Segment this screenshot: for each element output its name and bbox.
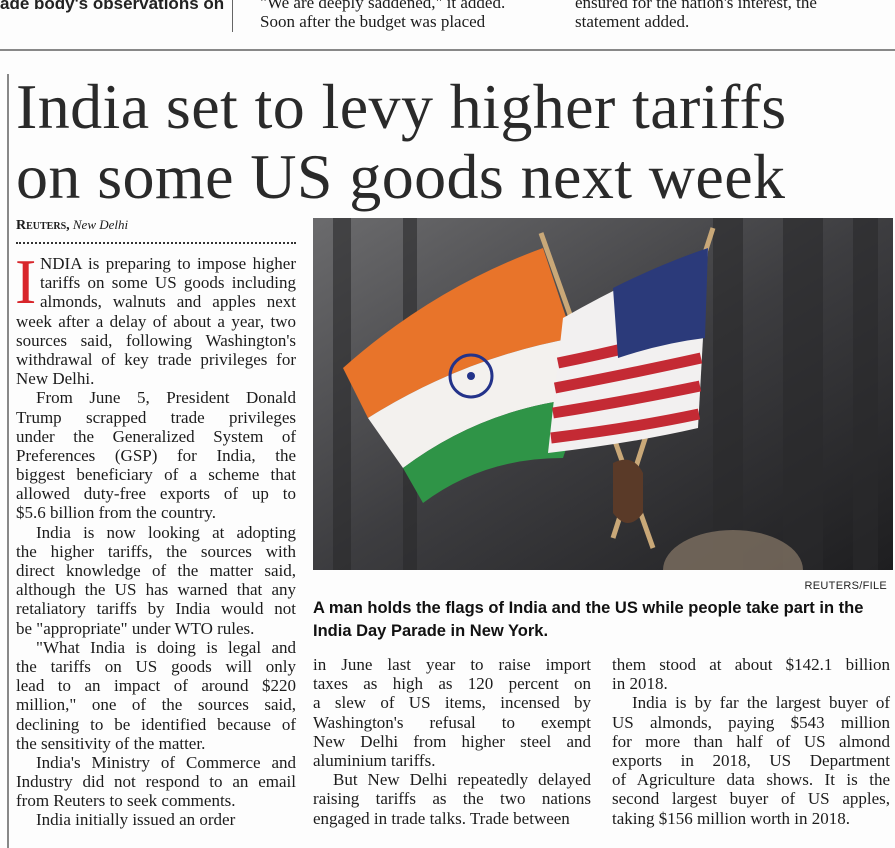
text-line: biggest beneficiary of a scheme that	[16, 465, 296, 485]
text-line: Trump scrapped trade privileges	[16, 407, 296, 427]
text-line: from Reuters to seek comments.	[16, 791, 236, 811]
previous-article-column-3: ensured for the nation's interest, the s…	[575, 0, 817, 31]
dotted-divider	[16, 242, 296, 244]
text-line: direct knowledge of the matter said,	[16, 561, 296, 580]
text-line: withdrawal of key trade privileges for	[16, 349, 296, 369]
text-line: But New Delhi repeatedly delayed	[333, 770, 591, 790]
text-line: in June last year to raise import	[313, 655, 591, 674]
text-line: lead to an impact of around $220	[16, 676, 296, 696]
column-divider	[232, 0, 233, 32]
article-column-2: in June last year to raise import taxes a…	[313, 655, 591, 828]
text-line: ensured for the nation's interest, the	[575, 0, 817, 12]
text-line: India's Ministry of Commerce and	[36, 752, 296, 772]
headline: India set to levy higher tariffs on some…	[16, 72, 787, 212]
text-line: sources said, following Washington's	[16, 330, 296, 350]
text-line: engaged in trade talks. Trade between	[313, 808, 570, 828]
text-line: in 2018.	[612, 674, 668, 694]
text-line: aluminium tariffs.	[313, 750, 436, 770]
text-line: Industry did not respond to an email	[16, 772, 296, 792]
text-line: them stood at about $142.1 billion	[612, 655, 890, 674]
text-line: India is by far the largest buyer of	[632, 693, 890, 713]
text-line: the higher tariffs, the sources with	[16, 541, 296, 561]
text-line: raising tariffs as the two nations	[313, 789, 591, 809]
text-line: taxes as high as 120 percent on	[313, 674, 591, 694]
us-flag	[548, 248, 708, 453]
text-line: almonds, walnuts and apples next	[40, 292, 296, 312]
photo-credit: REUTERS/FILE	[804, 580, 887, 592]
text-line: million," one of the sources said,	[16, 695, 296, 715]
india-flag	[343, 248, 583, 503]
text-line: taking $156 million worth in 2018.	[612, 808, 850, 828]
text-line: Preferences (GSP) for India, the	[16, 445, 296, 465]
text-line: statement added.	[575, 12, 690, 31]
section-divider	[0, 49, 895, 51]
text-line: exports in 2018, US Department	[612, 750, 890, 770]
drop-cap: I	[15, 246, 37, 317]
text-line: under the Generalized System of	[16, 426, 296, 446]
text-line: New Delhi.	[16, 369, 95, 389]
text-line: for more than half of US almond	[612, 731, 890, 751]
article-border	[7, 74, 9, 848]
text-line: declining to be identified because of	[16, 714, 296, 734]
text-line: $5.6 billion from the country.	[16, 503, 217, 523]
article-column-1: NDIA is preparing to impose higher tariff…	[16, 254, 296, 830]
text-line: India is now looking at adopting	[36, 522, 296, 542]
article-column-3: them stood at about $142.1 billion in 201…	[612, 655, 890, 828]
hand	[613, 459, 643, 523]
text-line: Soon after the budget was placed	[260, 12, 486, 31]
text-line: second largest buyer of US apples,	[612, 789, 890, 809]
text-line: New Delhi from higher steel and	[313, 731, 591, 751]
previous-article-column-2: "We are deeply saddened," it added. Soon…	[260, 0, 505, 31]
text-line: NDIA is preparing to impose higher	[40, 254, 296, 273]
text-line: the sensitivity of the matter.	[16, 733, 206, 753]
byline: Reuters, New Delhi	[16, 217, 128, 234]
text-line: "What India is doing is legal and	[36, 637, 296, 657]
text-line: a slew of US items, incensed by	[313, 693, 591, 713]
text-line: week after a delay of about a year, two	[16, 311, 296, 331]
text-line: tariffs on some US goods including	[40, 273, 296, 293]
text-line: be "appropriate" under WTO rules.	[16, 618, 255, 638]
text-line: of Agriculture data shows. It is the	[612, 770, 890, 790]
text-line: From June 5, President Donald	[36, 388, 296, 408]
text-line: "We are deeply saddened," it added.	[260, 0, 506, 12]
photo-caption: A man holds the flags of India and the U…	[313, 599, 864, 640]
text-line: allowed duty-free exports of up to	[16, 484, 296, 504]
byline-place: New Delhi	[72, 217, 129, 232]
text-line: the tariffs on US goods will only	[16, 656, 296, 676]
photo-india-us-flags	[313, 218, 893, 570]
headline-line: on some US goods next week	[16, 141, 786, 212]
byline-agency: Reuters,	[16, 218, 70, 233]
text-line: Washington's refusal to exempt	[313, 712, 591, 732]
text-line: although the US has warned that any	[16, 580, 296, 600]
text-line: US almonds, paying $543 million	[612, 712, 890, 732]
text-line: India initially issued an order	[36, 810, 236, 830]
previous-article-fragment: ade body's observations on	[0, 0, 225, 13]
headline-line: India set to levy higher tariffs	[16, 71, 787, 142]
text-line: retaliatory tariffs by India would not	[16, 599, 296, 619]
